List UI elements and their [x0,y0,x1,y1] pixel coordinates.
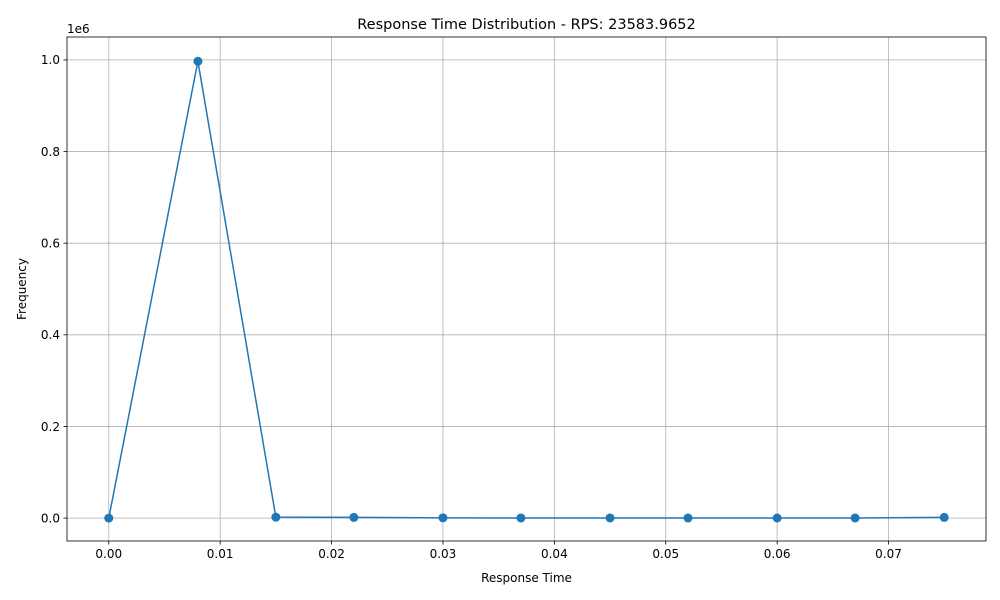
x-tick-label: 0.01 [207,547,234,561]
x-tick-label: 0.00 [95,547,122,561]
y-tick-label: 1.0 [41,53,60,67]
ticks-layer: 0.00 0.01 0.02 0.03 0.04 0.05 0.06 0.07 0.0 0.2 0.… [41,53,902,561]
data-point [683,513,693,523]
y-tick-label: 0.4 [41,328,60,342]
x-tick-label: 0.03 [430,547,457,561]
x-tick-label: 0.02 [318,547,345,561]
data-point [104,513,114,523]
x-axis-label: Response Time [481,571,572,585]
plot-frame [66,36,987,542]
series-line [108,60,945,519]
y-offset-label: 1e6 [67,22,90,36]
data-point [271,512,281,522]
x-tick-label: 0.04 [541,547,568,561]
grid-layer [67,37,986,541]
series-layer [104,56,949,523]
data-point [349,512,359,522]
y-tick-label: 0.0 [41,511,60,525]
x-tick-label: 0.06 [764,547,791,561]
y-tick-label: 0.8 [41,145,60,159]
data-point [850,513,860,523]
data-point [772,513,782,523]
x-tick-label: 0.05 [652,547,679,561]
y-axis-label: Frequency [15,258,29,320]
data-point [605,513,615,523]
data-point [193,56,203,66]
y-tick-label: 0.6 [41,236,60,250]
y-tick-label: 0.2 [41,420,60,434]
data-point [438,513,448,523]
data-point [516,513,526,523]
chart-title: Response Time Distribution - RPS: 23583.… [357,17,696,33]
data-point [939,512,949,522]
x-tick-label: 0.07 [875,547,902,561]
